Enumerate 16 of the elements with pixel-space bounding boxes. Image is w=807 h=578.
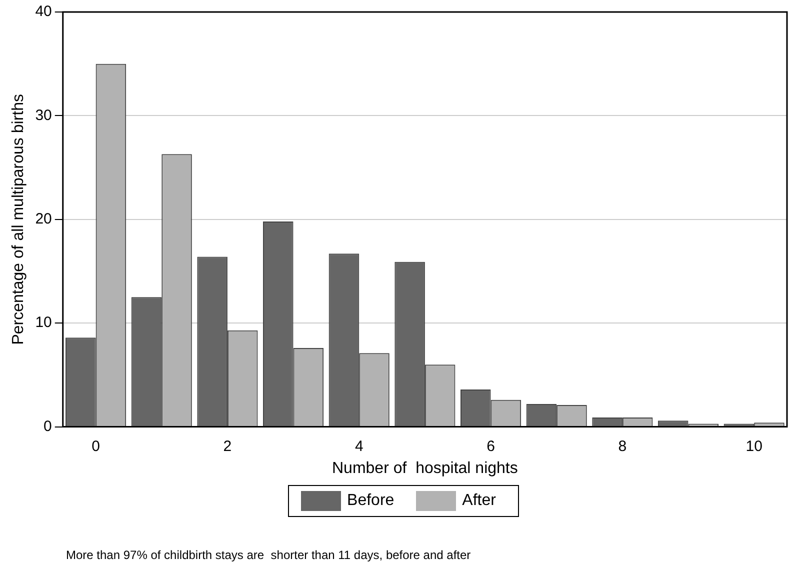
x-tick-label: 2 [223,438,232,455]
legend-label: Before [347,492,394,510]
y-tick-label: 30 [35,106,52,124]
text: More than 97% of childbirth stays are shorter than 11 days, before and after [66,548,471,562]
y-tick-label: 40 [35,3,52,20]
x-tick-label: 4 [354,438,364,455]
x-axis-title: Number of hospital nights [332,460,518,477]
x-tick-label: 10 [746,438,762,455]
y-tick-label: 20 [35,210,52,228]
y-tick-label: 10 [35,314,52,332]
y-axis-title: Percentage of all multiparous births [10,94,28,345]
x-tick-label: 0 [92,438,100,455]
x-tick-label: 6 [486,438,495,455]
y-tick-label: 0 [44,418,52,435]
x-tick-label: 8 [618,438,627,455]
legend-label: After [462,492,496,510]
